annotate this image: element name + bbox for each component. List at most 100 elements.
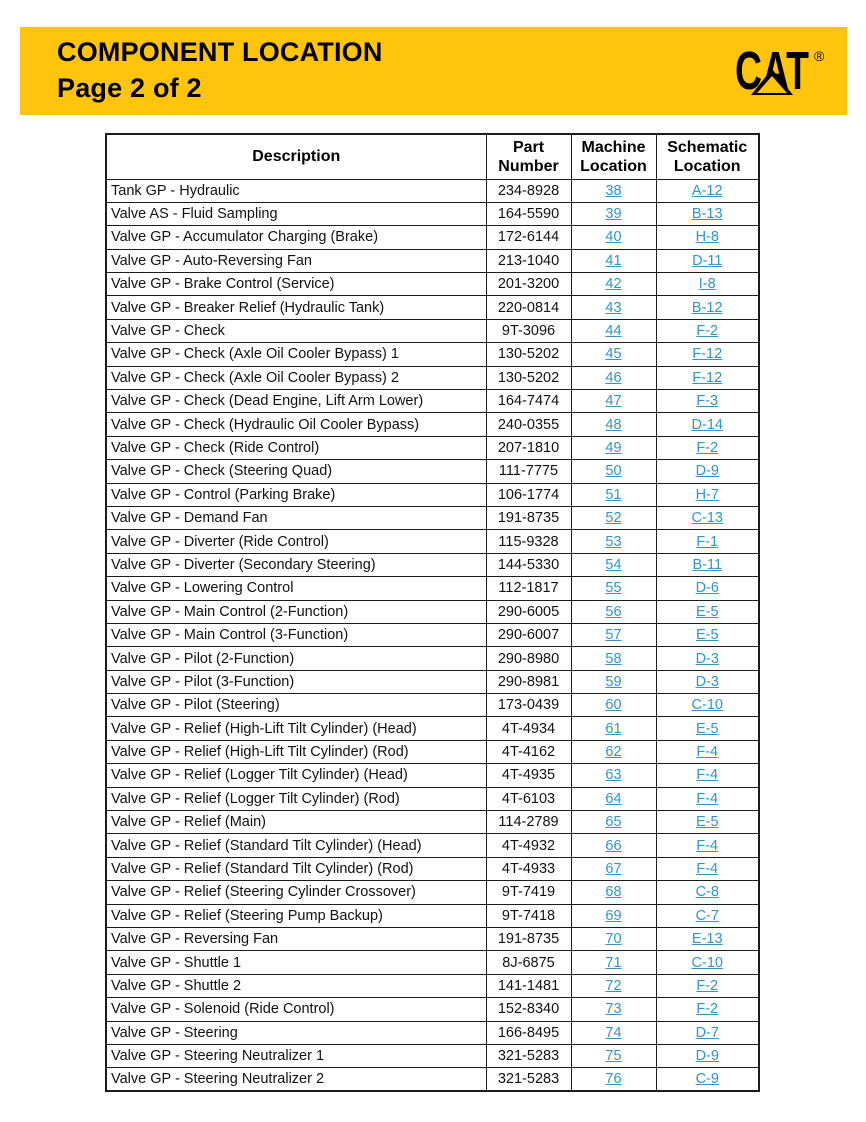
machine-location-link[interactable]: 56 (605, 603, 622, 620)
table-row: Tank GP - Hydraulic 234-8928 38 A-12 (105, 178, 760, 203)
machine-location-link[interactable]: 76 (605, 1071, 622, 1088)
schematic-location-link[interactable]: F-4 (696, 790, 719, 807)
schematic-location-cell: C-9 (655, 1067, 760, 1092)
machine-location-link[interactable]: 46 (605, 369, 622, 386)
schematic-location-link[interactable]: D-3 (695, 650, 719, 667)
schematic-location-link[interactable]: F-2 (696, 1001, 719, 1018)
schematic-location-link[interactable]: E-5 (695, 603, 719, 620)
machine-location-cell: 43 (570, 295, 657, 320)
description-cell: Valve GP - Shuttle 1 (105, 950, 487, 975)
machine-location-link[interactable]: 75 (605, 1048, 622, 1065)
machine-location-link[interactable]: 57 (605, 627, 622, 644)
machine-location-link[interactable]: 62 (605, 744, 622, 761)
machine-location-link[interactable]: 45 (605, 346, 622, 363)
schematic-location-link[interactable]: F-2 (696, 323, 719, 340)
machine-location-link[interactable]: 40 (605, 229, 622, 246)
schematic-location-link[interactable]: F-2 (696, 977, 719, 994)
table-row: Valve GP - Diverter (Ride Control) 115-93… (105, 529, 760, 554)
machine-location-link[interactable]: 51 (605, 486, 622, 503)
schematic-location-link[interactable]: B-11 (692, 556, 723, 573)
schematic-location-link[interactable]: F-12 (692, 369, 723, 386)
schematic-location-link[interactable]: F-12 (692, 346, 723, 363)
machine-location-cell: 53 (570, 529, 657, 554)
machine-location-link[interactable]: 49 (605, 439, 622, 456)
machine-location-link[interactable]: 60 (605, 697, 622, 714)
schematic-location-link[interactable]: B-12 (691, 299, 723, 316)
schematic-location-link[interactable]: F-4 (696, 767, 719, 784)
machine-location-cell: 42 (570, 272, 657, 297)
schematic-location-link[interactable]: D-9 (695, 1048, 719, 1065)
schematic-location-link[interactable]: F-4 (696, 744, 719, 761)
machine-location-link[interactable]: 39 (605, 206, 622, 223)
col-header-schematic-location: Schematic Location (655, 133, 760, 180)
schematic-location-link[interactable]: C-8 (695, 884, 719, 901)
schematic-location-link[interactable]: D-14 (691, 416, 723, 433)
machine-location-link[interactable]: 47 (605, 393, 622, 410)
machine-location-link[interactable]: 44 (605, 323, 622, 340)
schematic-location-link[interactable]: F-2 (696, 439, 719, 456)
schematic-location-cell: A-12 (655, 178, 760, 203)
machine-location-link[interactable]: 67 (605, 861, 622, 878)
machine-location-link[interactable]: 54 (605, 556, 622, 573)
schematic-location-link[interactable]: E-5 (695, 814, 719, 831)
table-header-row: Description Part Number Machine Location… (105, 133, 760, 180)
schematic-location-cell: F-4 (655, 856, 760, 882)
machine-location-link[interactable]: 70 (605, 931, 622, 948)
schematic-location-link[interactable]: C-10 (691, 954, 723, 971)
schematic-location-link[interactable]: C-7 (695, 907, 719, 924)
schematic-location-link[interactable]: H-8 (695, 229, 719, 246)
schematic-location-link[interactable]: D-6 (695, 580, 719, 597)
schematic-location-link[interactable]: D-3 (695, 673, 719, 690)
schematic-location-link[interactable]: H-7 (695, 486, 719, 503)
machine-location-link[interactable]: 72 (605, 977, 622, 994)
machine-location-cell: 51 (570, 482, 657, 507)
machine-location-link[interactable]: 68 (605, 884, 622, 901)
part-number-cell: 9T-7418 (485, 903, 572, 929)
schematic-location-link[interactable]: D-9 (695, 463, 719, 480)
machine-location-link[interactable]: 74 (605, 1024, 622, 1041)
schematic-location-link[interactable]: C-9 (695, 1071, 719, 1088)
machine-location-link[interactable]: 61 (605, 720, 622, 737)
schematic-location-link[interactable]: A-12 (691, 182, 723, 199)
schematic-location-link[interactable]: E-5 (695, 627, 719, 644)
machine-location-link[interactable]: 59 (605, 673, 622, 690)
schematic-location-link[interactable]: C-10 (691, 697, 723, 714)
description-cell: Valve GP - Pilot (2-Function) (105, 646, 487, 671)
part-number-cell: 8J-6875 (485, 950, 572, 975)
machine-location-link[interactable]: 73 (605, 1001, 622, 1018)
machine-location-link[interactable]: 38 (605, 182, 622, 199)
registered-trademark-icon: ® (814, 48, 825, 64)
schematic-location-cell: D-9 (655, 1043, 760, 1069)
machine-location-link[interactable]: 55 (605, 580, 622, 597)
schematic-location-link[interactable]: D-7 (695, 1024, 719, 1041)
machine-location-link[interactable]: 43 (605, 299, 622, 316)
machine-location-link[interactable]: 71 (605, 954, 622, 971)
machine-location-link[interactable]: 42 (605, 276, 622, 293)
cat-logo-icon: CAT ® (735, 41, 825, 101)
schematic-location-link[interactable]: E-5 (695, 720, 719, 737)
machine-location-link[interactable]: 48 (605, 416, 622, 433)
schematic-location-link[interactable]: F-4 (696, 861, 719, 878)
machine-location-link[interactable]: 64 (605, 790, 622, 807)
schematic-location-link[interactable]: F-4 (696, 837, 719, 854)
schematic-location-link[interactable]: F-1 (696, 533, 719, 550)
machine-location-link[interactable]: 63 (605, 767, 622, 784)
machine-location-link[interactable]: 65 (605, 814, 622, 831)
machine-location-link[interactable]: 66 (605, 837, 622, 854)
machine-location-link[interactable]: 69 (605, 907, 622, 924)
machine-location-link[interactable]: 58 (605, 650, 622, 667)
description-cell: Valve GP - Relief (Standard Tilt Cylinde… (105, 833, 487, 858)
schematic-location-link[interactable]: F-3 (696, 393, 719, 410)
machine-location-link[interactable]: 41 (605, 252, 622, 269)
schematic-location-link[interactable]: C-13 (691, 510, 723, 527)
machine-location-link[interactable]: 50 (605, 463, 622, 480)
machine-location-link[interactable]: 53 (605, 533, 622, 550)
schematic-location-link[interactable]: B-13 (691, 206, 723, 223)
schematic-location-link[interactable]: E-13 (691, 931, 723, 948)
part-number-cell: 130-5202 (485, 365, 572, 391)
schematic-location-link[interactable]: D-11 (692, 252, 723, 269)
schematic-location-link[interactable]: I-8 (698, 276, 716, 293)
machine-location-link[interactable]: 52 (605, 510, 622, 527)
schematic-location-cell: F-4 (655, 833, 760, 858)
